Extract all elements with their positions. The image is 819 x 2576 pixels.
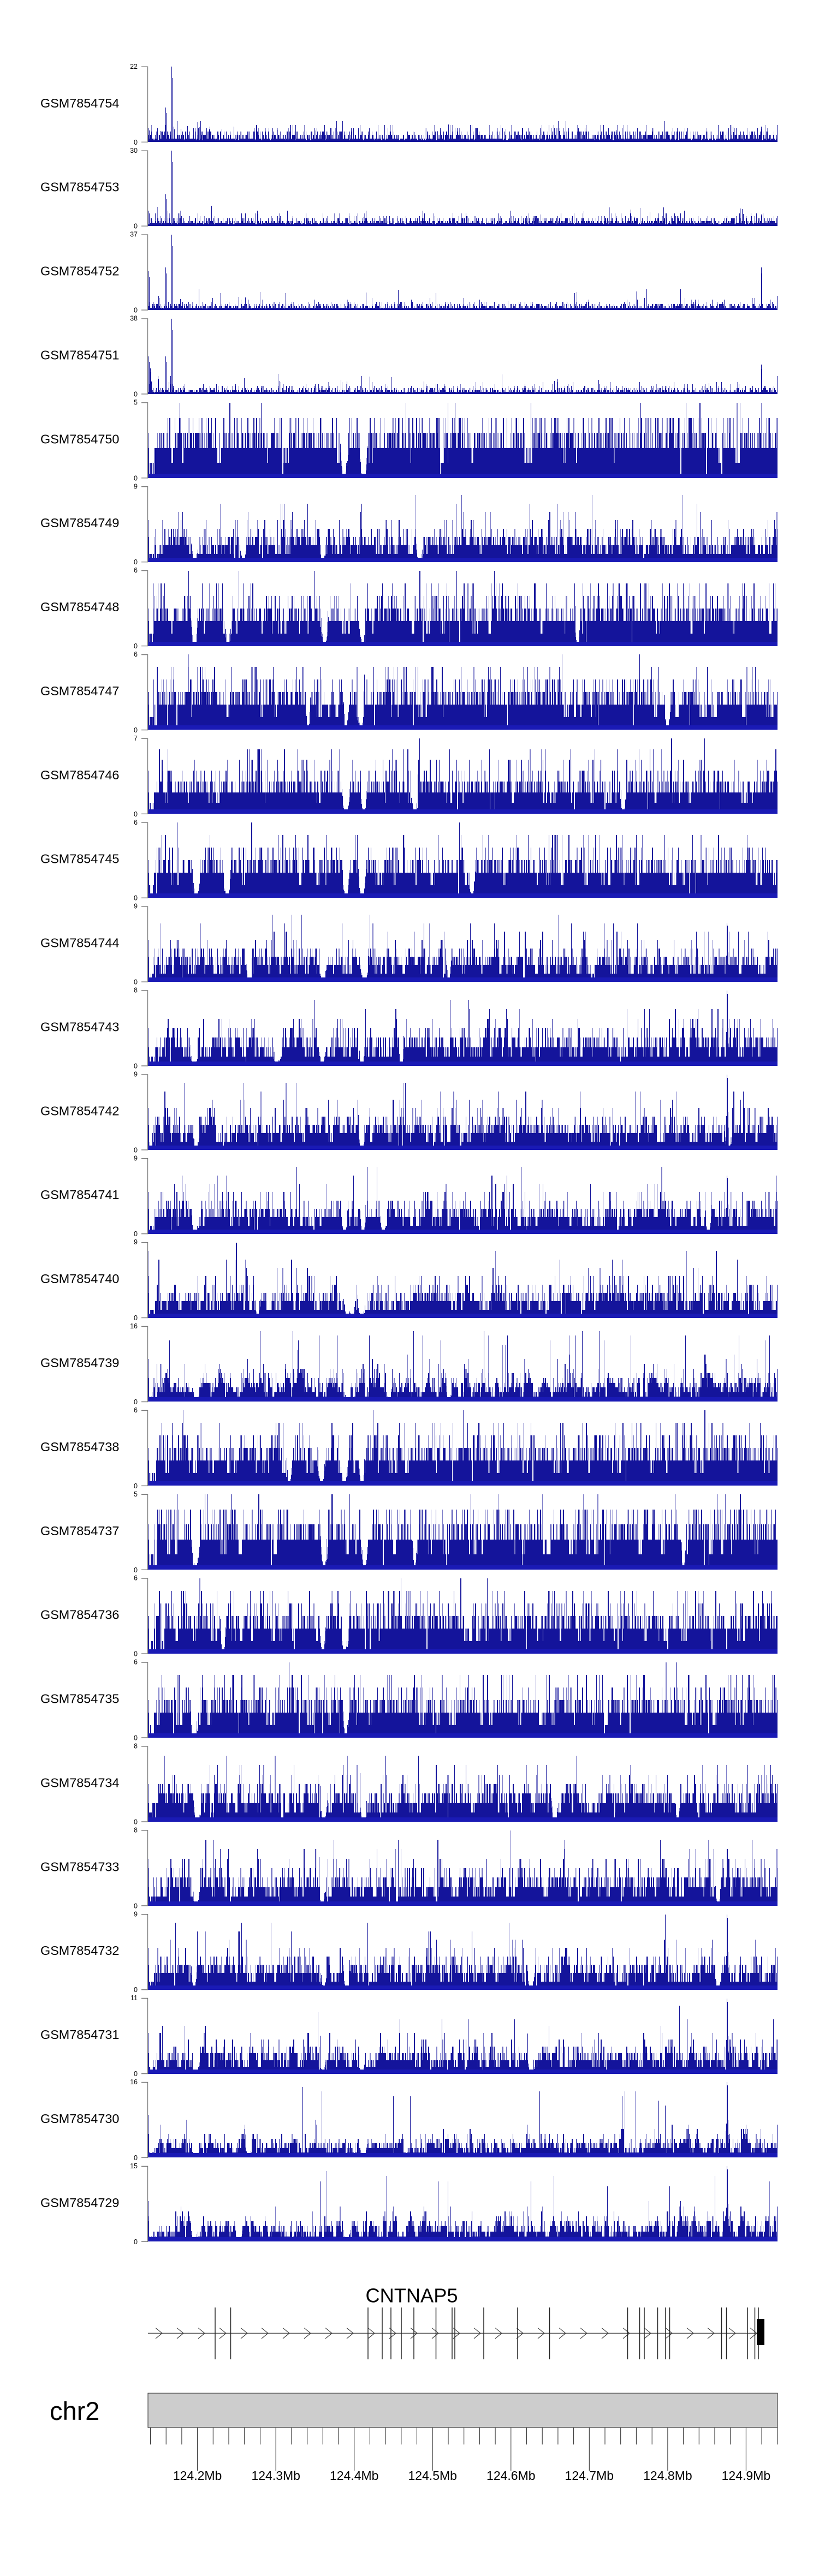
svg-text:16: 16 bbox=[130, 1322, 138, 1330]
svg-text:22: 22 bbox=[130, 63, 138, 70]
svg-text:0: 0 bbox=[134, 1146, 138, 1154]
svg-text:7: 7 bbox=[134, 735, 138, 742]
svg-text:30: 30 bbox=[130, 147, 138, 154]
svg-text:5: 5 bbox=[134, 398, 138, 406]
svg-text:GSM7854730: GSM7854730 bbox=[40, 2112, 119, 2126]
svg-text:0: 0 bbox=[134, 1566, 138, 1574]
svg-text:GSM7854732: GSM7854732 bbox=[40, 1943, 119, 1958]
svg-text:0: 0 bbox=[134, 1650, 138, 1658]
svg-text:GSM7854751: GSM7854751 bbox=[40, 348, 119, 362]
svg-text:GSM7854738: GSM7854738 bbox=[40, 1440, 119, 1454]
svg-text:0: 0 bbox=[134, 810, 138, 818]
svg-text:0: 0 bbox=[134, 307, 138, 314]
svg-text:124.3Mb: 124.3Mb bbox=[251, 2468, 300, 2483]
svg-text:0: 0 bbox=[134, 642, 138, 650]
svg-text:16: 16 bbox=[130, 2078, 138, 2086]
svg-text:GSM7854740: GSM7854740 bbox=[40, 1272, 119, 1286]
svg-text:6: 6 bbox=[134, 819, 138, 826]
svg-text:6: 6 bbox=[134, 651, 138, 658]
svg-text:GSM7854752: GSM7854752 bbox=[40, 264, 119, 278]
svg-text:124.7Mb: 124.7Mb bbox=[565, 2468, 614, 2483]
svg-text:0: 0 bbox=[134, 979, 138, 986]
svg-text:GSM7854729: GSM7854729 bbox=[40, 2196, 119, 2210]
svg-text:38: 38 bbox=[130, 315, 138, 323]
svg-text:8: 8 bbox=[134, 987, 138, 994]
svg-text:8: 8 bbox=[134, 1743, 138, 1750]
svg-text:GSM7854748: GSM7854748 bbox=[40, 600, 119, 614]
svg-text:GSM7854731: GSM7854731 bbox=[40, 2028, 119, 2042]
svg-text:124.6Mb: 124.6Mb bbox=[486, 2468, 536, 2483]
svg-text:GSM7854749: GSM7854749 bbox=[40, 516, 119, 530]
svg-text:0: 0 bbox=[134, 139, 138, 146]
svg-text:GSM7854736: GSM7854736 bbox=[40, 1608, 119, 1622]
svg-text:0: 0 bbox=[134, 1063, 138, 1070]
svg-text:9: 9 bbox=[134, 1910, 138, 1918]
svg-text:GSM7854737: GSM7854737 bbox=[40, 1524, 119, 1538]
svg-text:6: 6 bbox=[134, 567, 138, 574]
svg-text:0: 0 bbox=[134, 1398, 138, 1406]
svg-text:0: 0 bbox=[134, 1986, 138, 1994]
svg-text:0: 0 bbox=[134, 1734, 138, 1742]
svg-text:124.2Mb: 124.2Mb bbox=[173, 2468, 222, 2483]
svg-text:0: 0 bbox=[134, 1902, 138, 1910]
svg-text:0: 0 bbox=[134, 895, 138, 902]
svg-text:GSM7854754: GSM7854754 bbox=[40, 96, 119, 110]
svg-text:5: 5 bbox=[134, 1490, 138, 1498]
svg-text:0: 0 bbox=[134, 558, 138, 566]
svg-text:GSM7854747: GSM7854747 bbox=[40, 684, 119, 698]
svg-text:9: 9 bbox=[134, 1071, 138, 1078]
svg-text:124.8Mb: 124.8Mb bbox=[643, 2468, 692, 2483]
svg-text:9: 9 bbox=[134, 1154, 138, 1162]
svg-text:GSM7854746: GSM7854746 bbox=[40, 768, 119, 782]
svg-text:15: 15 bbox=[130, 2162, 138, 2170]
svg-text:GSM7854745: GSM7854745 bbox=[40, 852, 119, 866]
svg-text:9: 9 bbox=[134, 482, 138, 490]
svg-text:9: 9 bbox=[134, 903, 138, 910]
svg-text:124.9Mb: 124.9Mb bbox=[722, 2468, 771, 2483]
svg-text:124.4Mb: 124.4Mb bbox=[330, 2468, 379, 2483]
svg-text:GSM7854744: GSM7854744 bbox=[40, 936, 119, 950]
svg-text:GSM7854750: GSM7854750 bbox=[40, 432, 119, 446]
svg-text:6: 6 bbox=[134, 1575, 138, 1582]
svg-text:CNTNAP5: CNTNAP5 bbox=[366, 2285, 458, 2307]
svg-text:6: 6 bbox=[134, 1659, 138, 1666]
svg-text:0: 0 bbox=[134, 1314, 138, 1322]
svg-text:GSM7854753: GSM7854753 bbox=[40, 180, 119, 194]
svg-text:GSM7854734: GSM7854734 bbox=[40, 1775, 119, 1790]
svg-text:0: 0 bbox=[134, 1482, 138, 1490]
svg-text:0: 0 bbox=[134, 1230, 138, 1238]
svg-text:0: 0 bbox=[134, 1818, 138, 1826]
svg-text:0: 0 bbox=[134, 726, 138, 734]
svg-text:11: 11 bbox=[130, 1994, 138, 2002]
svg-text:0: 0 bbox=[134, 223, 138, 230]
svg-text:GSM7854741: GSM7854741 bbox=[40, 1188, 119, 1202]
svg-text:GSM7854743: GSM7854743 bbox=[40, 1020, 119, 1034]
svg-text:9: 9 bbox=[134, 1238, 138, 1246]
svg-text:chr2: chr2 bbox=[50, 2396, 99, 2425]
svg-text:8: 8 bbox=[134, 1826, 138, 1834]
svg-text:124.5Mb: 124.5Mb bbox=[408, 2468, 457, 2483]
svg-text:GSM7854735: GSM7854735 bbox=[40, 1692, 119, 1706]
svg-text:37: 37 bbox=[130, 231, 138, 238]
svg-text:0: 0 bbox=[134, 2154, 138, 2162]
svg-text:0: 0 bbox=[134, 390, 138, 398]
svg-text:0: 0 bbox=[134, 474, 138, 482]
svg-text:0: 0 bbox=[134, 2070, 138, 2078]
svg-text:0: 0 bbox=[134, 2238, 138, 2246]
svg-text:GSM7854739: GSM7854739 bbox=[40, 1356, 119, 1370]
svg-text:6: 6 bbox=[134, 1406, 138, 1414]
svg-text:GSM7854742: GSM7854742 bbox=[40, 1104, 119, 1118]
svg-text:GSM7854733: GSM7854733 bbox=[40, 1859, 119, 1874]
